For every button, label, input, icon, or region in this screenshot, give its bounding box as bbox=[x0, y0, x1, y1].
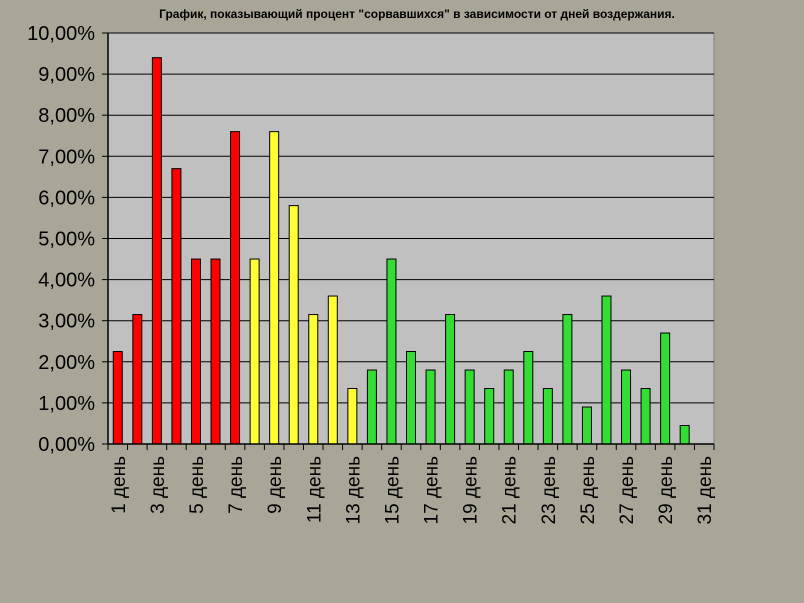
y-tick-label: 10,00% bbox=[27, 23, 95, 45]
bar bbox=[288, 205, 299, 445]
y-tick-label: 2,00% bbox=[38, 352, 95, 374]
x-tick-label: 27 день bbox=[617, 456, 638, 525]
y-axis-ticks: 0,00% 1,00% 2,00% 3,00% 4,00% 5,00% 6,00% 7,00%… bbox=[27, 23, 108, 456]
bar bbox=[660, 332, 671, 445]
y-tick-label: 0,00% bbox=[38, 434, 95, 456]
x-tick-label: 3 день bbox=[148, 456, 169, 514]
y-tick-label: 4,00% bbox=[38, 270, 95, 292]
x-tick-label: 17 день bbox=[422, 456, 443, 525]
bar bbox=[484, 388, 495, 445]
bar bbox=[366, 369, 377, 445]
bar bbox=[542, 388, 553, 445]
y-tick-label: 8,00% bbox=[38, 105, 95, 127]
x-tick-label: 31 день bbox=[695, 456, 716, 525]
bar bbox=[190, 258, 201, 445]
x-axis-ticks: 1 день 3 день 5 день 7 день 9 день 11 день 13 … bbox=[107, 444, 716, 525]
x-tick-label: 23 день bbox=[539, 456, 560, 525]
bar bbox=[132, 314, 143, 445]
bar bbox=[210, 258, 221, 445]
bar bbox=[679, 425, 690, 445]
y-tick-label: 6,00% bbox=[38, 187, 95, 209]
x-tick-label: 13 день bbox=[343, 456, 364, 525]
bar bbox=[640, 388, 651, 445]
bar bbox=[151, 57, 162, 445]
bar bbox=[347, 388, 358, 445]
bar bbox=[327, 295, 338, 445]
bar bbox=[581, 406, 592, 445]
y-tick-label: 1,00% bbox=[38, 393, 95, 415]
bar bbox=[406, 351, 416, 445]
bar bbox=[445, 314, 456, 445]
x-tick-label: 15 день bbox=[382, 456, 403, 525]
bar bbox=[249, 258, 260, 445]
chart-title: График, показывающий процент "сорвавшихс… bbox=[159, 7, 675, 21]
bar bbox=[171, 168, 182, 445]
x-tick-label: 9 день bbox=[265, 456, 286, 514]
bar bbox=[562, 314, 573, 445]
bars bbox=[112, 57, 690, 445]
x-tick-label: 5 день bbox=[187, 456, 208, 514]
bar bbox=[601, 295, 612, 445]
x-tick-label: 21 день bbox=[500, 456, 521, 525]
bar bbox=[621, 369, 632, 445]
bar bbox=[464, 369, 475, 445]
y-tick-label: 9,00% bbox=[38, 64, 95, 86]
x-tick-label: 11 день bbox=[304, 456, 325, 523]
bar bbox=[386, 258, 397, 445]
bar bbox=[425, 369, 436, 445]
bar bbox=[269, 131, 280, 445]
y-tick-label: 3,00% bbox=[38, 311, 95, 333]
gridlines bbox=[108, 32, 714, 404]
y-tick-label: 7,00% bbox=[38, 146, 95, 168]
bar bbox=[308, 314, 319, 445]
y-tick-label: 5,00% bbox=[38, 229, 95, 251]
bar bbox=[523, 351, 534, 445]
x-tick-label: 7 день bbox=[226, 456, 247, 514]
x-tick-label: 25 день bbox=[578, 456, 599, 525]
x-tick-label: 19 день bbox=[461, 456, 482, 525]
bar bbox=[112, 351, 123, 445]
x-tick-label: 29 день bbox=[656, 456, 677, 525]
bar bbox=[230, 131, 241, 445]
x-tick-label: 1 день bbox=[109, 456, 130, 514]
bar bbox=[503, 369, 514, 445]
